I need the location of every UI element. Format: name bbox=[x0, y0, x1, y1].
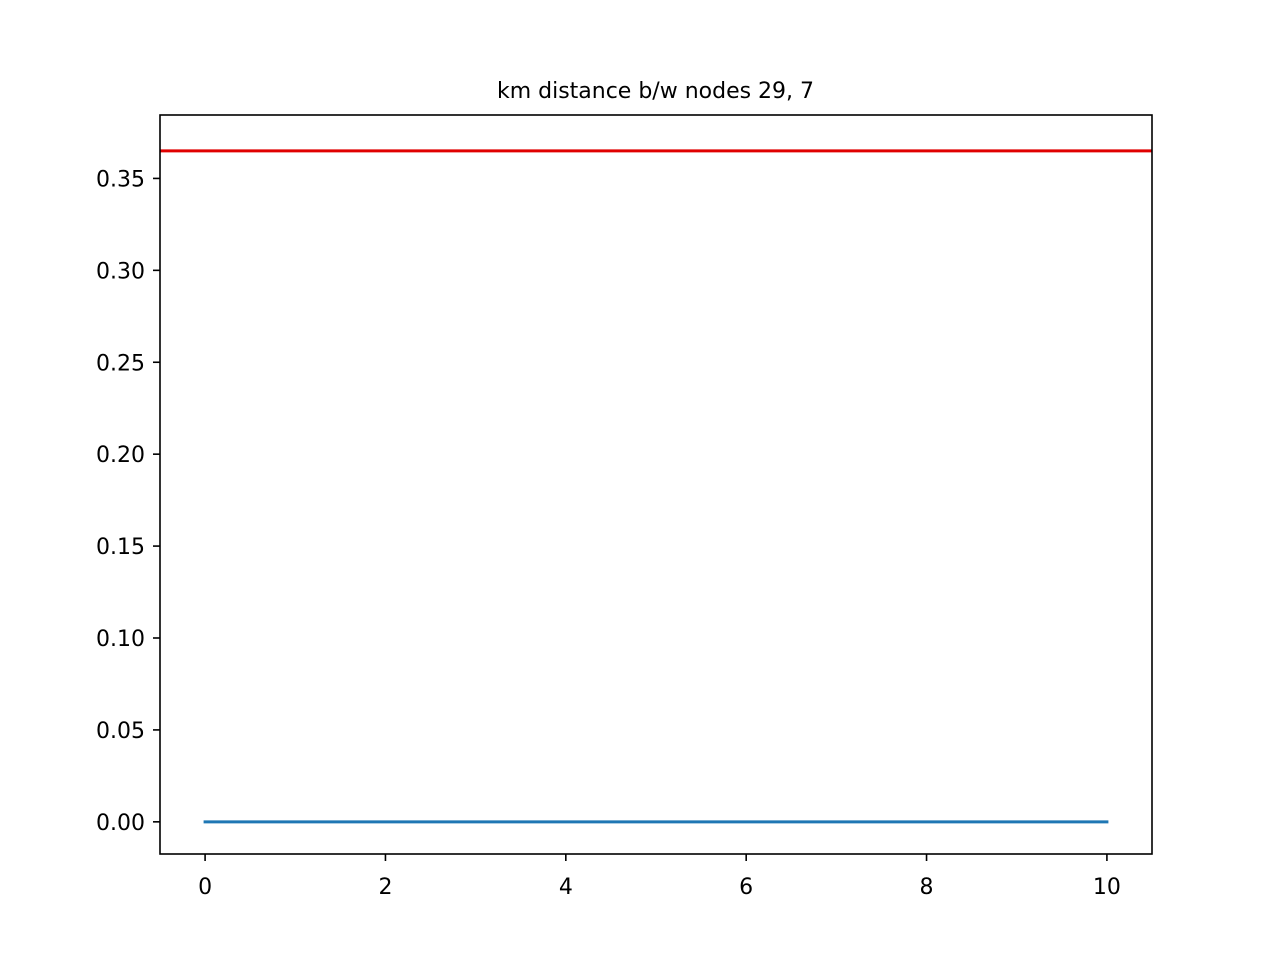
y-tick-label: 0.05 bbox=[96, 719, 145, 744]
x-tick-label: 0 bbox=[198, 875, 212, 900]
y-tick-label: 0.20 bbox=[96, 443, 145, 468]
x-tick-label: 6 bbox=[739, 875, 753, 900]
x-tick-label: 8 bbox=[920, 875, 934, 900]
y-tick-label: 0.15 bbox=[96, 535, 145, 560]
y-tick-label: 0.35 bbox=[96, 167, 145, 192]
x-tick-label: 4 bbox=[559, 875, 573, 900]
y-tick-label: 0.00 bbox=[96, 811, 145, 836]
chart-title: km distance b/w nodes 29, 7 bbox=[497, 79, 814, 104]
y-tick-label: 0.25 bbox=[96, 351, 145, 376]
y-tick-label: 0.30 bbox=[96, 259, 145, 284]
y-tick-label: 0.10 bbox=[96, 627, 145, 652]
x-tick-label: 10 bbox=[1093, 875, 1121, 900]
axes-frame bbox=[159, 114, 1153, 855]
plot-area: 0 2 4 6 8 10 0.00 0.05 0.10 0.15 0.20 0.25 0.30 0.35 bbox=[96, 114, 1153, 900]
x-tick-label: 2 bbox=[378, 875, 392, 900]
